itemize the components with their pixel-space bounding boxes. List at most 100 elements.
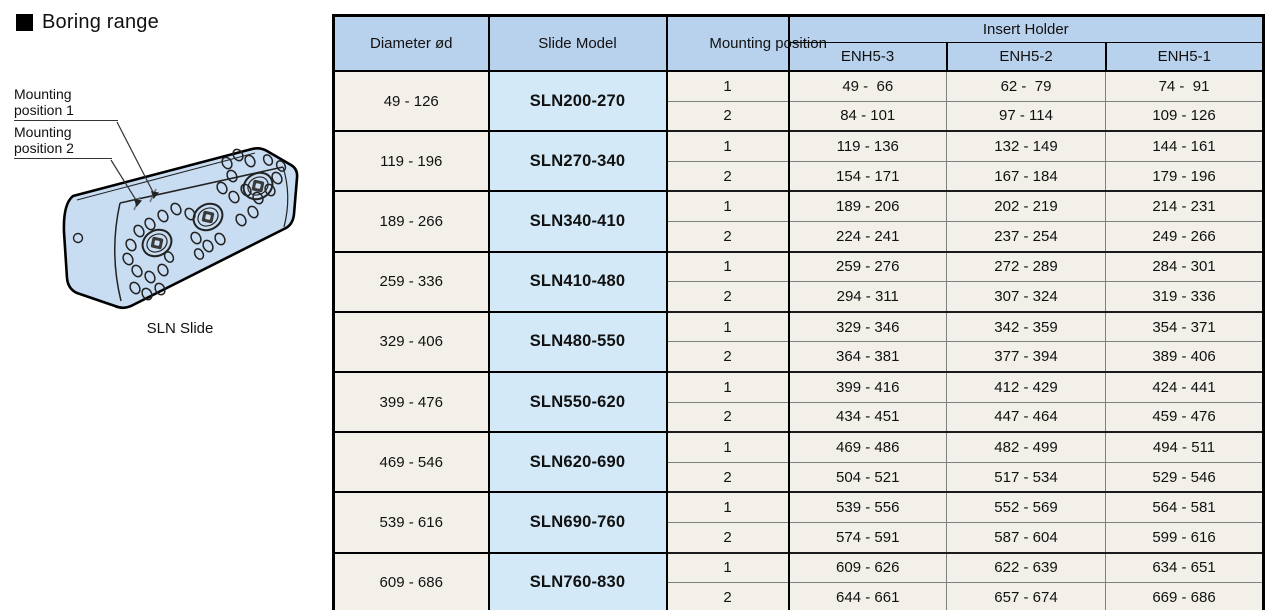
position-cell: 2 bbox=[665, 160, 790, 192]
position-cell: 1 bbox=[665, 551, 790, 584]
table-body: 49 - 126 SLN200-270 1 49 - 66 62 - 79 74 - 91… bbox=[332, 69, 1265, 610]
range-cell: 167 - 184 bbox=[946, 160, 1106, 192]
range-cell: 74 - 91 bbox=[1104, 69, 1265, 102]
position-marker-2 bbox=[134, 199, 142, 207]
range-cell: 459 - 476 bbox=[1104, 401, 1265, 433]
range-cell: 97 - 114 bbox=[946, 100, 1106, 132]
range-cell: 622 - 639 bbox=[946, 551, 1106, 584]
diameter-cell: 119 - 196 bbox=[332, 130, 490, 193]
leader-line-1 bbox=[116, 121, 154, 193]
range-cell: 377 - 394 bbox=[946, 341, 1106, 373]
range-cell: 364 - 381 bbox=[788, 341, 947, 373]
header-enh5-2: ENH5-2 bbox=[945, 42, 1107, 72]
range-cell: 354 - 371 bbox=[1104, 310, 1265, 343]
range-cell: 609 - 626 bbox=[788, 551, 947, 584]
range-cell: 599 - 616 bbox=[1104, 521, 1265, 554]
position-cell: 2 bbox=[665, 582, 790, 610]
range-cell: 424 - 441 bbox=[1104, 370, 1265, 403]
range-cell: 259 - 276 bbox=[788, 250, 947, 283]
position-cell: 2 bbox=[665, 461, 790, 493]
table-row: 2 224 - 241 237 - 254 249 - 266 bbox=[334, 220, 1265, 253]
header-enh5-3: ENH5-3 bbox=[787, 42, 948, 72]
model-cell: SLN550-620 bbox=[487, 370, 668, 434]
table-row: 2 574 - 591 587 - 604 599 - 616 bbox=[334, 521, 1265, 554]
diameter-cell: 259 - 336 bbox=[332, 250, 490, 313]
table-row: 2 154 - 171 167 - 184 179 - 196 bbox=[334, 160, 1265, 192]
table-row: 49 - 126 SLN200-270 1 49 - 66 62 - 79 74 - 91 bbox=[332, 69, 1265, 133]
bolt-holes bbox=[122, 148, 287, 301]
section-title-text: Boring range bbox=[42, 11, 159, 33]
range-cell: 237 - 254 bbox=[946, 220, 1106, 253]
sln-slide-illustration bbox=[62, 121, 299, 310]
illustration-caption: SLN Slide bbox=[146, 320, 214, 337]
leader-line-2 bbox=[110, 159, 137, 201]
range-cell: 154 - 171 bbox=[788, 160, 947, 192]
model-cell: SLN760-830 bbox=[487, 551, 668, 610]
table-row: 2 364 - 381 377 - 394 389 - 406 bbox=[334, 341, 1265, 373]
range-cell: 189 - 206 bbox=[788, 190, 947, 222]
mounting-position-1-label: Mounting position 1 bbox=[14, 86, 118, 121]
range-cell: 202 - 219 bbox=[946, 190, 1106, 222]
position-cell: 2 bbox=[665, 521, 790, 554]
range-cell: 144 - 161 bbox=[1104, 130, 1265, 162]
model-cell: SLN340-410 bbox=[487, 190, 668, 253]
range-cell: 574 - 591 bbox=[788, 521, 947, 554]
header-mounting-position: Mounting position bbox=[665, 14, 827, 72]
range-cell: 447 - 464 bbox=[946, 401, 1106, 433]
range-cell: 84 - 101 bbox=[788, 100, 947, 132]
position-cell: 1 bbox=[665, 190, 790, 222]
position-cell: 1 bbox=[665, 370, 790, 403]
range-cell: 49 - 66 bbox=[788, 69, 947, 102]
range-cell: 119 - 136 bbox=[788, 130, 947, 162]
diameter-cell: 399 - 476 bbox=[332, 370, 490, 434]
model-cell: SLN480-550 bbox=[487, 310, 668, 373]
range-cell: 634 - 651 bbox=[1104, 551, 1265, 584]
range-cell: 329 - 346 bbox=[788, 310, 947, 343]
table-row: 119 - 196 SLN270-340 1 119 - 136 132 - 149 14… bbox=[332, 130, 1265, 193]
header-diameter: Diameter ød bbox=[332, 14, 490, 72]
table-row: 539 - 616 SLN690-760 1 539 - 556 552 - 569 56… bbox=[332, 491, 1265, 554]
model-cell: SLN410-480 bbox=[487, 250, 668, 313]
range-cell: 564 - 581 bbox=[1104, 491, 1265, 523]
range-cell: 657 - 674 bbox=[946, 582, 1106, 610]
diameter-cell: 49 - 126 bbox=[332, 69, 490, 133]
table-row: 2 434 - 451 447 - 464 459 - 476 bbox=[334, 401, 1265, 433]
range-cell: 319 - 336 bbox=[1104, 281, 1265, 313]
section-bullet-icon bbox=[16, 14, 33, 31]
range-cell: 132 - 149 bbox=[946, 130, 1106, 162]
table-row: 2 294 - 311 307 - 324 319 - 336 bbox=[334, 281, 1265, 313]
side-hole bbox=[72, 232, 84, 244]
diameter-cell: 189 - 266 bbox=[332, 190, 490, 253]
range-cell: 272 - 289 bbox=[946, 250, 1106, 283]
mounting-position-2-label: Mounting position 2 bbox=[14, 124, 112, 159]
range-cell: 389 - 406 bbox=[1104, 341, 1265, 373]
range-cell: 469 - 486 bbox=[788, 431, 947, 463]
range-cell: 434 - 451 bbox=[788, 401, 947, 433]
diameter-cell: 539 - 616 bbox=[332, 491, 490, 554]
table-row: 189 - 266 SLN340-410 1 189 - 206 202 - 219 21… bbox=[332, 190, 1265, 253]
range-cell: 284 - 301 bbox=[1104, 250, 1265, 283]
position-cell: 2 bbox=[665, 341, 790, 373]
boring-range-table: Diameter ød Slide Model Mounting positio… bbox=[332, 14, 1266, 610]
range-cell: 644 - 661 bbox=[788, 582, 947, 610]
range-cell: 552 - 569 bbox=[946, 491, 1106, 523]
model-cell: SLN270-340 bbox=[487, 130, 668, 193]
table-header: Diameter ød Slide Model Mounting positio… bbox=[332, 14, 1265, 72]
header-insert-holder: Insert Holder bbox=[787, 14, 1265, 43]
diameter-cell: 469 - 546 bbox=[332, 431, 490, 494]
range-cell: 307 - 324 bbox=[946, 281, 1106, 313]
range-cell: 494 - 511 bbox=[1104, 431, 1265, 463]
position-cell: 1 bbox=[665, 69, 790, 102]
range-cell: 482 - 499 bbox=[946, 431, 1106, 463]
range-cell: 529 - 546 bbox=[1104, 461, 1265, 493]
table-row: 469 - 546 SLN620-690 1 469 - 486 482 - 499 49… bbox=[332, 431, 1265, 494]
range-cell: 62 - 79 bbox=[946, 69, 1106, 102]
section-title: Boring range bbox=[16, 11, 159, 34]
position-cell: 1 bbox=[665, 310, 790, 343]
table-row: 609 - 686 SLN760-830 1 609 - 626 622 - 639 63… bbox=[332, 551, 1265, 610]
position-cell: 1 bbox=[665, 250, 790, 283]
position-cell: 2 bbox=[665, 220, 790, 253]
range-cell: 294 - 311 bbox=[788, 281, 947, 313]
model-cell: SLN690-760 bbox=[487, 491, 668, 554]
